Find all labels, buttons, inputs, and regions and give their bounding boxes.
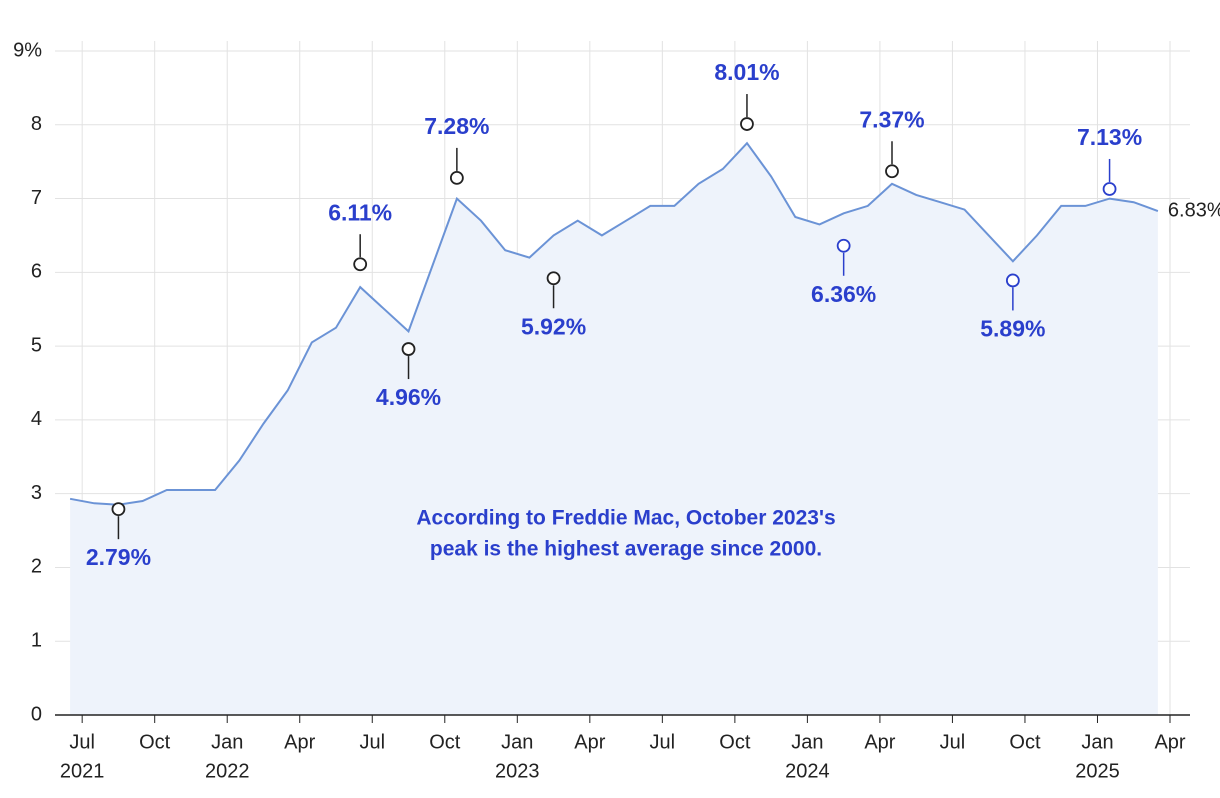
annotation-label: 7.13% xyxy=(1077,124,1142,150)
y-tick-label: 4 xyxy=(31,408,42,430)
annotation-label: 5.92% xyxy=(521,313,586,339)
annotation-label: 2.79% xyxy=(86,544,151,570)
y-tick-label: 1 xyxy=(31,630,42,652)
x-tick-label: Oct xyxy=(139,731,171,753)
x-tick-label: Jul xyxy=(940,731,966,753)
annotation-marker xyxy=(353,257,368,272)
y-tick-label: 9% xyxy=(13,39,42,61)
x-year-label: 2021 xyxy=(60,760,105,782)
annotation-marker xyxy=(1102,182,1117,196)
y-tick-label: 3 xyxy=(31,482,42,504)
annotation-label: 8.01% xyxy=(714,59,779,85)
annotation-marker xyxy=(836,238,851,253)
annotation-marker xyxy=(111,502,126,517)
value-label: 6.83% xyxy=(1168,199,1220,221)
x-tick-label: Oct xyxy=(1009,731,1041,753)
note: peak is the highest average since 2000. xyxy=(430,538,822,561)
y-tick-label: 7 xyxy=(31,187,42,209)
x-tick-label: Jul xyxy=(650,731,676,753)
x-tick-label: Jan xyxy=(501,731,533,753)
x-tick-label: Jan xyxy=(791,731,823,753)
x-tick-label: Oct xyxy=(429,731,461,753)
line xyxy=(69,141,1159,506)
annotation-label: 4.96% xyxy=(376,384,441,410)
x-tick-label: Apr xyxy=(574,731,605,753)
annotation-label: 6.36% xyxy=(811,281,876,307)
x-year-label: 2025 xyxy=(1075,760,1120,782)
note: According to Freddie Mac, October 2023's xyxy=(416,507,835,530)
annotation-label: 7.37% xyxy=(859,106,924,132)
annotation-label: 7.28% xyxy=(424,113,489,139)
annotation-label: 6.11% xyxy=(328,199,392,225)
x-tick-label: Jan xyxy=(1081,731,1113,753)
annotation-label: 5.89% xyxy=(980,316,1045,342)
area xyxy=(70,143,1158,715)
x-year-label: 2024 xyxy=(785,760,830,782)
y-tick-label: 0 xyxy=(31,703,42,725)
annotation-marker xyxy=(1005,273,1020,288)
x-tick-label: Apr xyxy=(284,731,315,753)
x-tick-label: Jan xyxy=(211,731,243,753)
x-tick-label: Apr xyxy=(864,731,895,753)
annotation-marker xyxy=(546,271,561,286)
y-tick-label: 5 xyxy=(31,334,42,356)
annotation-marker xyxy=(885,164,899,179)
annotation-marker xyxy=(449,170,464,185)
x-tick-label: Jul xyxy=(359,731,385,753)
annotation-marker xyxy=(401,342,416,356)
x-year-label: 2022 xyxy=(205,760,250,782)
x-tick-label: Apr xyxy=(1154,731,1185,753)
x-tick-label: Jul xyxy=(69,731,95,753)
y-tick-label: 6 xyxy=(31,261,42,283)
annotation-marker xyxy=(740,117,754,131)
y-tick-label: 2 xyxy=(31,556,42,578)
y-tick-label: 8 xyxy=(31,113,42,135)
x-tick-label: Oct xyxy=(719,731,751,753)
x-year-label: 2023 xyxy=(495,760,540,782)
